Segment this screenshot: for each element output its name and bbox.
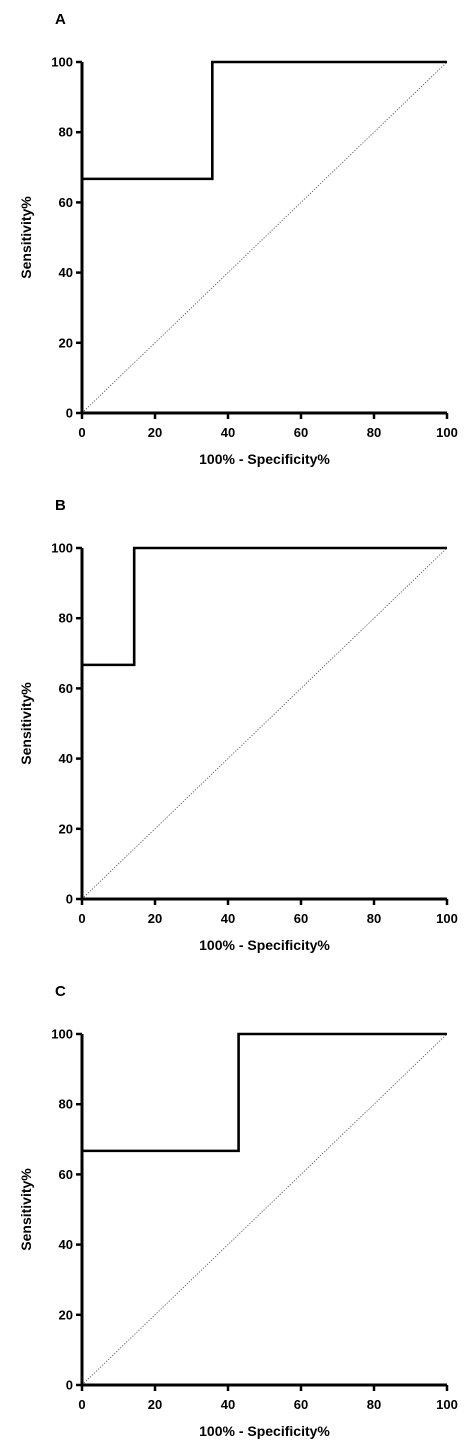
- x-axis-title: 100% - Specificity%: [199, 1423, 330, 1439]
- y-axis-title: Sensitivity%: [18, 196, 34, 279]
- y-tick-label: 60: [59, 195, 73, 210]
- y-tick-label: 0: [66, 406, 73, 421]
- x-tick-label: 40: [221, 425, 235, 440]
- x-tick-label: 100: [436, 425, 458, 440]
- y-tick-label: 40: [59, 1237, 73, 1252]
- x-tick-label: 100: [436, 1397, 458, 1412]
- roc-panel-a: A 0 20 40 60 80 100 0 20 40 60 80 100 100% - Specific…: [0, 0, 474, 470]
- x-tick-label: 0: [78, 1397, 85, 1412]
- x-tick-label: 80: [367, 1397, 381, 1412]
- y-tick-label: 100: [51, 541, 73, 556]
- roc-chart-b: B 0 20 40 60 80 100 0 20 40 60 80 100 100% - Specific…: [18, 497, 458, 953]
- x-tick-label: 80: [367, 911, 381, 926]
- y-tick-label: 40: [59, 751, 73, 766]
- y-tick-label: 80: [59, 611, 73, 626]
- x-tick-label: 60: [294, 425, 308, 440]
- roc-panel-b: B 0 20 40 60 80 100 0 20 40 60 80 100 100% - Specific…: [0, 486, 474, 956]
- y-tick-label: 0: [66, 1378, 73, 1393]
- y-tick-label: 80: [59, 1097, 73, 1112]
- y-tick-label: 0: [66, 892, 73, 907]
- x-tick-label: 0: [78, 425, 85, 440]
- x-tick-label: 60: [294, 911, 308, 926]
- roc-chart-c: C 0 20 40 60 80 100 0 20 40 60 80 100 100% - Specific…: [18, 983, 458, 1439]
- y-tick-label: 60: [59, 1167, 73, 1182]
- panel-label: B: [55, 497, 66, 514]
- y-tick-label: 40: [59, 265, 73, 280]
- x-tick-label: 100: [436, 911, 458, 926]
- x-tick-label: 40: [221, 911, 235, 926]
- x-tick-label: 20: [148, 425, 162, 440]
- reference-diagonal-line: [81, 547, 448, 900]
- x-tick-label: 80: [367, 425, 381, 440]
- reference-diagonal-line: [81, 61, 448, 414]
- roc-chart-a: A 0 20 40 60 80 100 0 20 40 60 80 100 100% - Specific…: [18, 11, 458, 467]
- x-tick-label: 0: [78, 911, 85, 926]
- y-tick-label: 100: [51, 1027, 73, 1042]
- panel-label: A: [55, 11, 66, 28]
- x-tick-label: 40: [221, 1397, 235, 1412]
- x-axis-title: 100% - Specificity%: [199, 937, 330, 953]
- y-tick-label: 60: [59, 681, 73, 696]
- y-tick-label: 20: [59, 1307, 73, 1322]
- y-tick-label: 80: [59, 125, 73, 140]
- x-tick-label: 20: [148, 1397, 162, 1412]
- roc-panel-c: C 0 20 40 60 80 100 0 20 40 60 80 100 100% - Specific…: [0, 972, 474, 1442]
- y-tick-label: 100: [51, 55, 73, 70]
- panel-label: C: [55, 983, 66, 1000]
- reference-diagonal-line: [81, 1033, 448, 1386]
- x-axis-title: 100% - Specificity%: [199, 451, 330, 467]
- x-tick-label: 20: [148, 911, 162, 926]
- y-tick-label: 20: [59, 821, 73, 836]
- x-tick-label: 60: [294, 1397, 308, 1412]
- y-axis-title: Sensitivity%: [18, 1168, 34, 1251]
- y-tick-label: 20: [59, 335, 73, 350]
- y-axis-title: Sensitivity%: [18, 682, 34, 765]
